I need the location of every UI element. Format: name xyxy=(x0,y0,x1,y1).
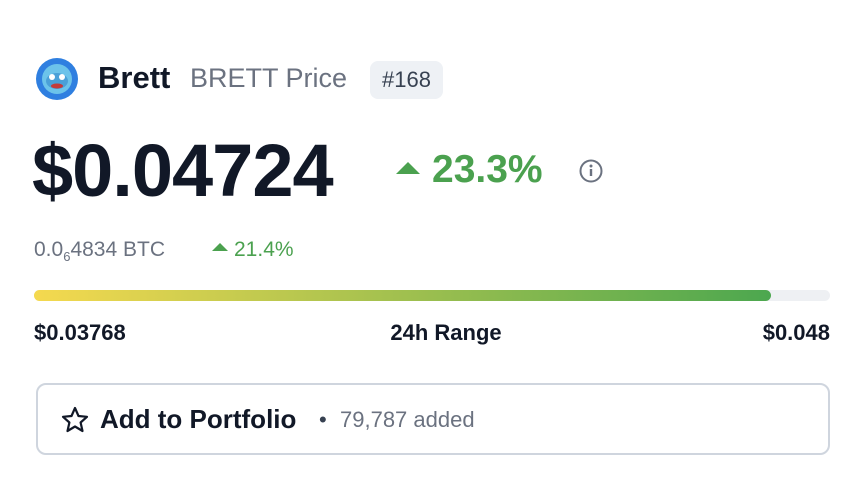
button-label: Add to Portfolio xyxy=(100,404,297,434)
up-arrow xyxy=(396,162,420,174)
price: $0.04724 xyxy=(32,129,334,212)
range-fill xyxy=(34,290,772,301)
btc-rest: 4834 BTC xyxy=(70,238,165,261)
up-arrow-small xyxy=(212,243,228,251)
range-high: $0.048 xyxy=(762,320,830,345)
portfolio-button[interactable]: Add to Portfolio • 79,787 added xyxy=(36,383,830,455)
info-icon[interactable] xyxy=(578,158,604,184)
price-change: 23.3% xyxy=(432,148,543,191)
coin-name: Brett xyxy=(98,60,171,95)
rank-badge: #168 xyxy=(370,61,443,99)
range-low: $0.03768 xyxy=(34,320,126,345)
added-count: 79,787 added xyxy=(340,407,475,432)
range-track xyxy=(34,290,830,301)
btc-zero-count: 6 xyxy=(63,249,71,265)
coin-icon xyxy=(36,58,78,100)
btc-price: 0.064834 BTC xyxy=(34,238,165,264)
star-icon xyxy=(61,406,89,433)
separator: • xyxy=(319,407,327,432)
coin-symbol: BRETT Price xyxy=(190,63,348,93)
btc-change: 21.4% xyxy=(234,238,294,261)
btc-prefix: 0.0 xyxy=(34,238,64,261)
range-label: 24h Range xyxy=(390,320,502,345)
